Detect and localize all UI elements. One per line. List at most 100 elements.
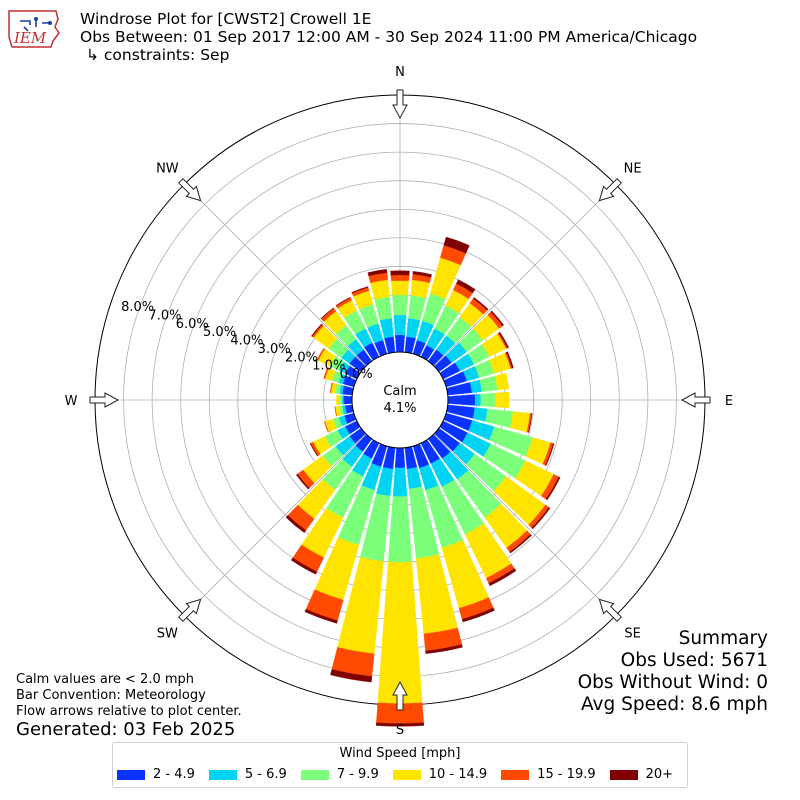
windrose-bar-segment [309,443,318,457]
legend-item: 5 - 6.9 [208,767,287,782]
legend-label: 5 - 6.9 [244,767,287,782]
windrose-bar-segment [341,395,344,405]
calm-center: Calm 4.1% [383,384,416,416]
flow-arrow-icon [89,392,120,408]
windrose-bar-segment [394,447,406,469]
chart-subtitle: Obs Between: 01 Sep 2017 12:00 AM - 30 S… [80,28,698,46]
legend-swatch [392,769,421,780]
windrose-bar-segment [370,279,390,300]
windrose-bar-segment [390,270,410,276]
legend-swatch [208,769,237,780]
windrose-bar-segment [408,295,426,321]
windrose-bar-segment [456,279,476,294]
windrose-bar-segment [392,467,408,497]
windrose-bar-segment [343,395,353,405]
windrose-bar-segment [379,317,394,339]
windrose-bar-segment [334,406,338,417]
legend-label: 2 - 4.9 [153,767,195,782]
windrose-bar-segment [393,314,407,336]
windrose-bar-segment [323,367,330,379]
radial-tick-label: 5.0% [203,325,236,340]
legend-label: 15 - 19.9 [537,767,596,782]
radial-tick-label: 4.0% [230,334,263,349]
compass-label: S [396,723,404,738]
flow-arrows [89,89,711,711]
legend-swatch [300,769,329,780]
legend-item: 7 - 9.9 [300,767,379,782]
windrose-bar-segment [336,395,340,405]
legend-item: 15 - 19.9 [501,767,596,782]
legend-swatch [117,769,145,780]
legend-swatch [501,769,530,780]
windrose-bar-segment [412,271,432,278]
logo-text: IEM [13,29,47,47]
arrow-shape [598,598,623,623]
summary-title: Summary [678,628,768,649]
legend-label: 10 - 14.9 [428,767,488,782]
flow-arrow-icon [598,177,623,202]
summary-avg-speed: Avg Speed: 8.6 mph [580,694,768,715]
compass-label: SE [624,627,640,642]
radial-tick-label: 0.0% [340,367,373,382]
iem-logo: IEM [6,7,62,49]
grid-spoke [184,399,401,616]
grid-spoke [399,399,616,616]
flow-arrow-icon [177,598,202,623]
windrose-bar-segment [485,408,514,429]
windrose-bar-segment [329,382,333,394]
windrose-bar-segment [285,515,307,533]
windrose-bar-segment [443,236,470,254]
grid-spoke [184,184,401,401]
summary-obs-without-wind: Obs Without Wind: 0 [577,672,768,693]
legend-item: 2 - 4.9 [117,767,195,782]
arrow-shape [89,392,120,408]
arrow-shape [392,680,408,711]
calm-label: Calm [383,384,416,399]
windrose-bar-segment [472,407,488,422]
compass-label: NE [624,161,642,176]
windrose-bar-segment [461,607,495,623]
legend-item: 20+ [609,767,674,782]
windrose-bar-segment [545,476,561,501]
flow-arrow-icon [598,598,623,623]
radial-tick-label: 3.0% [258,342,291,357]
radial-tick-labels: 0.0%1.0%2.0%3.0%4.0%5.0%6.0%7.0%8.0% [121,300,372,382]
flow-arrow-icon [392,680,408,711]
windrose-bar-segment [506,351,514,369]
windrose-bar-segment [323,421,330,433]
bar-convention-note: Bar Convention: Meteorology [16,688,206,703]
windrose-bar-segment [509,534,532,554]
calm-value: 4.1% [383,401,416,416]
windrose-bar-segment [290,557,318,575]
windrose-bar-segment [545,443,555,466]
legend-label: 20+ [645,767,674,782]
arrow-shape [680,392,711,408]
flow-arrow-icon [177,177,202,202]
legend-label: 7 - 9.9 [336,767,379,782]
windrose-bar-segment [392,294,408,316]
radial-tick-label: 7.0% [148,309,181,324]
grid-spoke [399,184,616,401]
compass-label: SW [157,627,178,642]
chart-title: Windrose Plot for [CWST2] Crowell 1E [80,10,372,28]
legend-title: Wind Speed [mph] [339,746,461,761]
windrose-bar-segment [395,334,405,353]
windrose-bar-segment [390,274,410,282]
flow-arrow-icon [392,89,408,120]
windrose-bar-segment [406,317,421,339]
windrose-bar-segment [338,395,343,405]
windrose-bar-segment [490,310,504,327]
windrose-bar-segment [342,385,354,396]
calm-circle [351,351,449,449]
compass-label: W [65,394,78,409]
windrose-bar-segment [425,644,463,654]
windrose-bar-segment [472,297,489,311]
windrose-bar-segment [320,307,335,320]
windrose-bar-segment [474,393,481,407]
radial-tick-label: 2.0% [285,350,318,365]
windrose-bar-segment [367,269,388,277]
windrose-bar-segment [528,413,533,433]
windrose-bar-segment [374,296,392,321]
radial-tick-label: 1.0% [312,359,345,374]
windrose-bar-segment [494,372,509,391]
